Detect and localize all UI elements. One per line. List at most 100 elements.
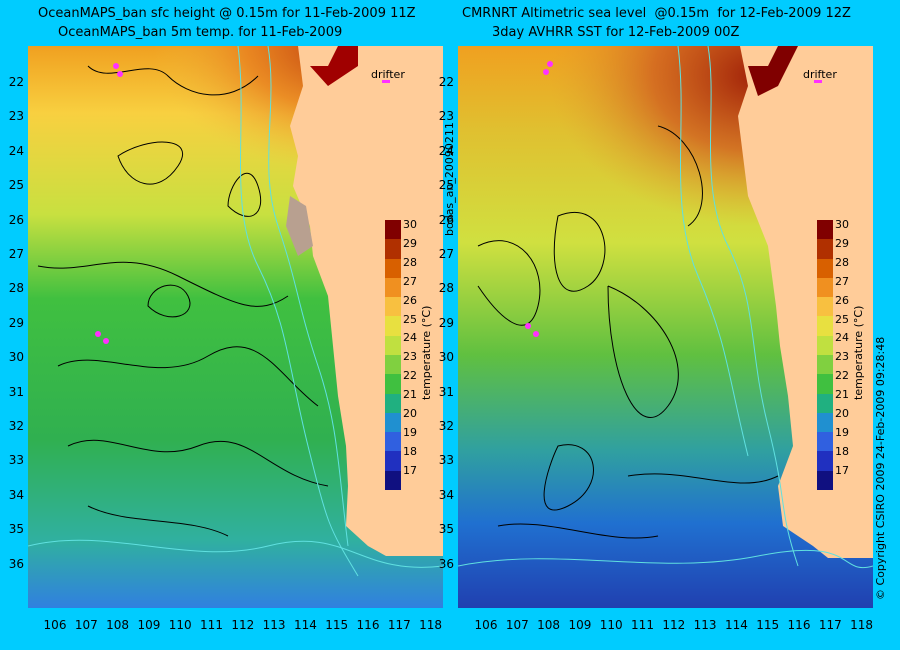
right-lon-tick: 106 (474, 618, 498, 632)
right-lon-tick: 113 (693, 618, 717, 632)
right-lat-tick: 24 (438, 143, 454, 158)
left-lat-tick: 28 (8, 281, 24, 296)
right-lat-tick: 26 (438, 212, 454, 227)
left-colorbar-segment (385, 432, 401, 452)
right-colorbar-segment (817, 258, 833, 279)
right-sst-map (458, 46, 873, 608)
left-colorbar-segment (385, 277, 401, 298)
left-lon-tick: 117 (387, 618, 411, 632)
left-lon-tick: 118 (419, 618, 443, 632)
left-colorbar-segment (385, 374, 401, 395)
right-colorbar-segment (817, 297, 833, 317)
left-colorbar-tick: 30 (403, 218, 417, 231)
left-lon-tick: 109 (137, 618, 161, 632)
right-lon-tick: 116 (787, 618, 811, 632)
right-lat-tick: 29 (438, 315, 454, 330)
right-lon-tick: 111 (631, 618, 654, 632)
right-lat-tick: 30 (438, 350, 454, 365)
left-lat-tick: 22 (8, 75, 24, 89)
right-lon-tick: 118 (850, 618, 874, 632)
right-lat-tick: 25 (438, 178, 454, 193)
left-title-line1: OceanMAPS_ban sfc height @ 0.15m for 11-… (38, 6, 416, 21)
right-colorbar-segment (817, 470, 833, 491)
colorbar-left-title: temperature (°C) (420, 305, 433, 400)
land-area-right (738, 46, 873, 558)
left-lon-tick: 114 (293, 618, 317, 632)
side-label: bodas_an_20090211 (443, 122, 456, 236)
left-lat-tick: 24 (8, 143, 24, 158)
left-colorbar-tick: 27 (403, 274, 417, 288)
colorbar-right (817, 220, 833, 491)
drifter-marker-left (382, 80, 390, 83)
right-lat-tick: 23 (438, 109, 454, 124)
left-colorbar-tick: 29 (403, 236, 417, 250)
copyright: © Copyright CSIRO 2009 24-Feb-2009 09:28… (874, 336, 887, 600)
right-colorbar-segment (817, 277, 833, 298)
right-colorbar-segment (817, 316, 833, 337)
left-colorbar-tick: 28 (403, 255, 417, 269)
left-colorbar-segment (385, 220, 401, 240)
left-lat-tick: 26 (8, 212, 24, 227)
left-colorbar-tick: 21 (403, 388, 417, 402)
right-title-line2: 3day AVHRR SST for 12-Feb-2009 00Z (492, 25, 740, 40)
left-colorbar-tick: 19 (403, 425, 417, 439)
left-lon-tick: 116 (356, 618, 380, 632)
right-colorbar-tick: 24 (835, 331, 849, 345)
left-lon-tick: 111 (200, 618, 223, 632)
left-lat-tick: 35 (8, 522, 24, 537)
left-colorbar-segment (385, 258, 401, 279)
left-lat-tick: 23 (8, 109, 24, 124)
left-lon-tick: 108 (106, 618, 130, 632)
right-colorbar-segment (817, 374, 833, 395)
right-colorbar-segment (817, 451, 833, 472)
left-lat-tick: 25 (8, 178, 24, 193)
left-lat-tick: 29 (8, 315, 24, 330)
right-lat-tick: 36 (438, 556, 454, 571)
left-lat-tick: 32 (8, 419, 24, 433)
right-colorbar-segment (817, 355, 833, 375)
right-lon-tick: 108 (537, 618, 561, 632)
right-lat-tick: 31 (438, 384, 454, 399)
left-colorbar-segment (385, 297, 401, 317)
left-colorbar-tick: 20 (403, 407, 417, 420)
right-lon-tick: 115 (756, 618, 780, 632)
left-lat-tick: 36 (8, 556, 24, 571)
left-lon-tick: 110 (168, 618, 192, 632)
left-lat-tick: 34 (8, 487, 24, 502)
left-colorbar-segment (385, 355, 401, 375)
right-colorbar-tick: 22 (835, 369, 849, 383)
colorbar-left (385, 220, 401, 491)
right-lon-tick: 109 (568, 618, 592, 632)
left-lon-tick: 113 (262, 618, 286, 632)
left-title-line2: OceanMAPS_ban 5m temp. for 11-Feb-2009 (58, 25, 343, 40)
left-colorbar-segment (385, 393, 401, 414)
left-colorbar-tick: 22 (403, 369, 417, 383)
right-colorbar-tick: 21 (835, 388, 849, 402)
right-lon-tick: 110 (599, 618, 623, 632)
right-colorbar-tick: 30 (835, 218, 849, 231)
left-lon-tick: 107 (74, 618, 98, 632)
left-colorbar-segment (385, 451, 401, 472)
right-colorbar-segment (817, 220, 833, 240)
right-colorbar-tick: 26 (835, 293, 849, 307)
right-colorbar-tick: 29 (835, 236, 849, 250)
left-lat-tick: 31 (8, 384, 24, 399)
left-sst-map (28, 46, 443, 608)
right-lat-tick: 33 (438, 453, 454, 468)
left-lat-tick: 30 (8, 350, 24, 365)
left-lat-tick: 33 (8, 453, 24, 468)
colorbar-right-title: temperature (°C) (852, 305, 865, 400)
right-colorbar-segment (817, 335, 833, 356)
right-colorbar-tick: 20 (835, 407, 849, 420)
right-map-panel (458, 46, 873, 608)
right-lon-tick: 114 (724, 618, 748, 632)
right-lon-tick: 112 (662, 618, 686, 632)
right-colorbar-tick: 25 (835, 312, 849, 326)
left-colorbar-segment (385, 412, 401, 433)
right-colorbar-tick: 18 (835, 444, 849, 458)
right-colorbar-tick: 28 (835, 255, 849, 269)
left-colorbar-tick: 17 (403, 463, 417, 477)
land-area (290, 46, 443, 556)
left-map-panel (28, 46, 443, 608)
left-colorbar-tick: 23 (403, 350, 417, 364)
